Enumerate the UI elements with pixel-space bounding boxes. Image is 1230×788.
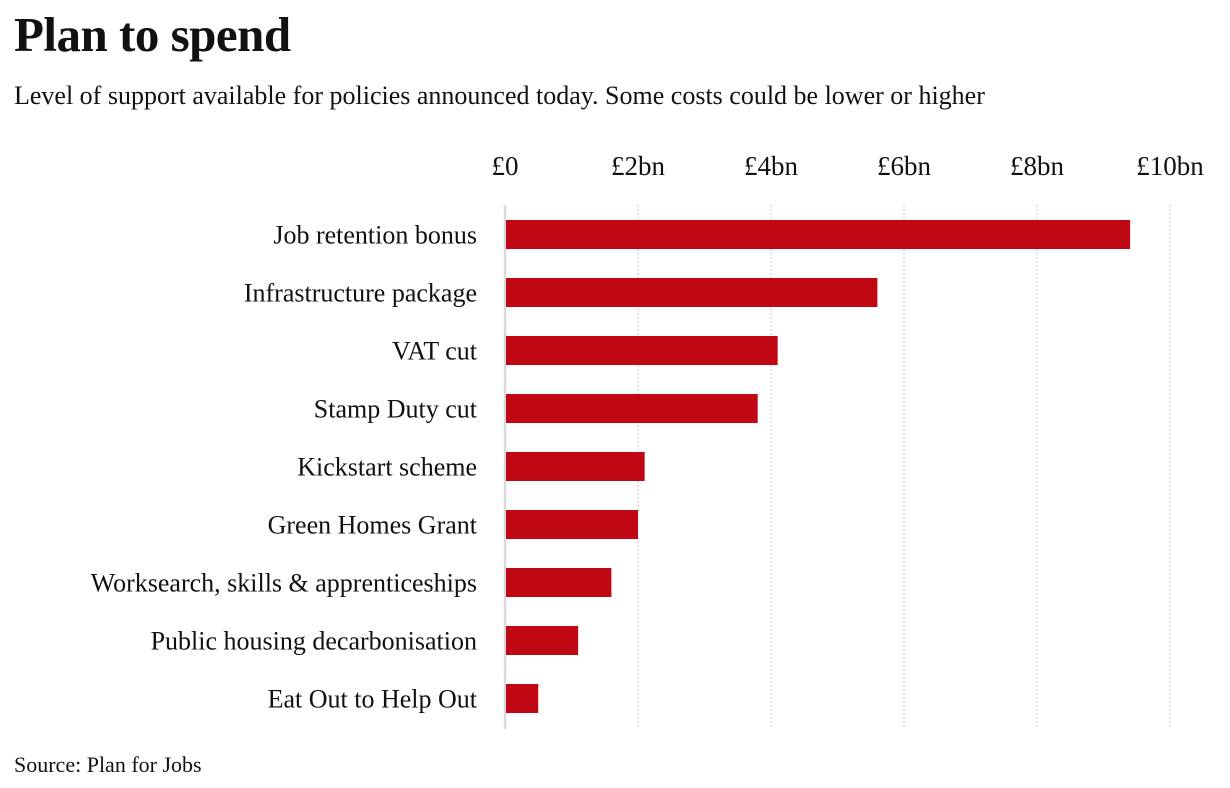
bar — [506, 336, 778, 365]
bar — [506, 510, 638, 539]
category-label: Worksearch, skills & apprenticeships — [91, 569, 477, 598]
bar — [506, 278, 878, 307]
bar — [506, 568, 612, 597]
chart-subtitle: Level of support available for policies … — [14, 81, 985, 110]
x-tick-label: £4bn — [744, 151, 799, 181]
bar — [506, 684, 539, 713]
bar — [506, 452, 645, 481]
bar — [506, 220, 1131, 249]
category-label: Infrastructure package — [244, 279, 477, 308]
bar — [506, 626, 579, 655]
category-label: Green Homes Grant — [268, 511, 478, 540]
chart-title: Plan to spend — [14, 7, 291, 62]
x-tick-label: £6bn — [877, 151, 932, 181]
x-tick-label: £0 — [492, 151, 519, 181]
gridlines — [503, 205, 1171, 729]
category-labels: Job retention bonus Infrastructure packag… — [91, 221, 478, 714]
x-tick-label: £8bn — [1010, 151, 1065, 181]
x-axis-ticks: £0 £2bn £4bn £6bn £8bn £10bn — [492, 151, 1205, 181]
category-label: Kickstart scheme — [297, 453, 477, 482]
category-label: Eat Out to Help Out — [268, 685, 478, 714]
category-label: Public housing decarbonisation — [151, 627, 477, 656]
bars — [506, 220, 1131, 713]
category-label: VAT cut — [392, 337, 478, 366]
x-tick-label: £10bn — [1136, 151, 1204, 181]
x-tick-label: £2bn — [611, 151, 666, 181]
chart-source: Source: Plan for Jobs — [14, 752, 202, 777]
category-label: Job retention bonus — [273, 221, 477, 250]
category-label: Stamp Duty cut — [314, 395, 478, 424]
bar — [506, 394, 758, 423]
